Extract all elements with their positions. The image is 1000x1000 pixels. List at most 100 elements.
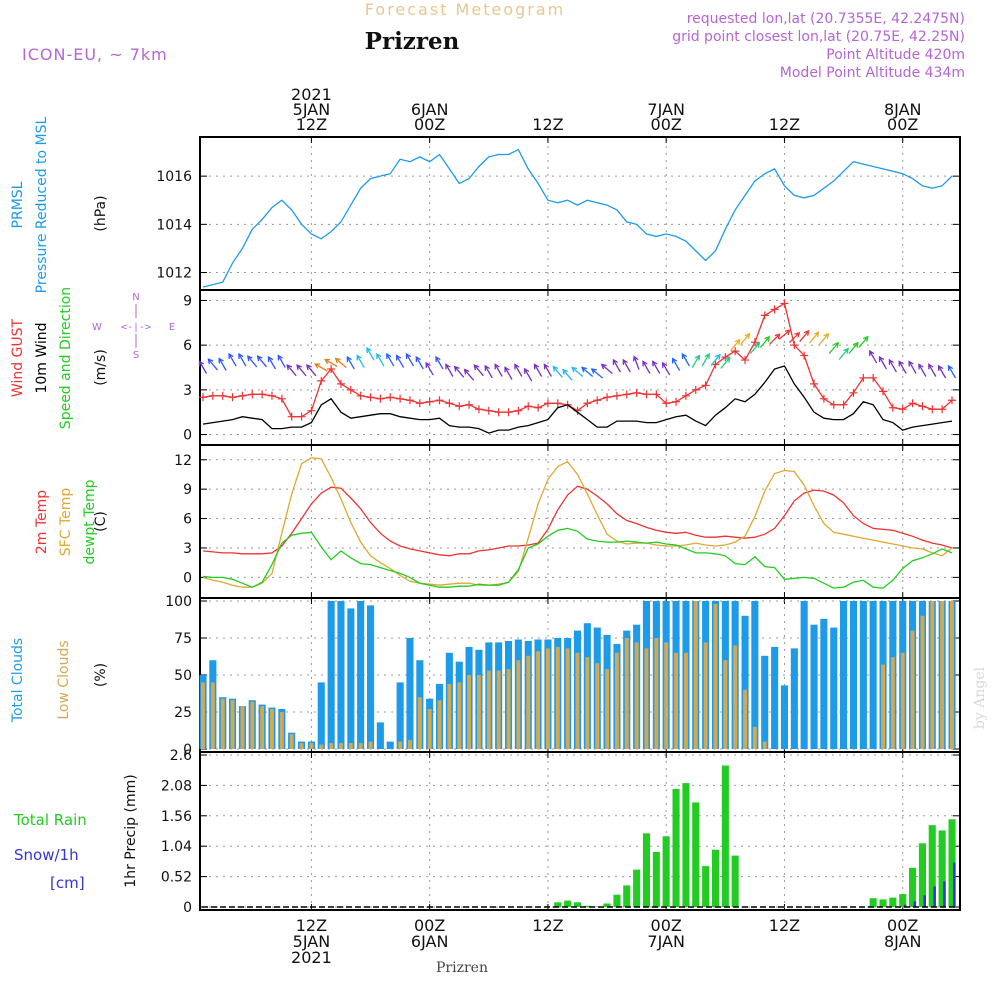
bar-low-clouds [546, 648, 550, 749]
bar-total-rain [692, 802, 700, 907]
bar-low-clouds [723, 660, 728, 749]
bar-low-clouds [329, 743, 334, 749]
panel-side-label: Speed and Direction [58, 287, 74, 429]
bar-total-rain [879, 899, 887, 907]
wind-arrow [376, 352, 385, 367]
bar-total-clouds [347, 608, 355, 749]
bar-total-clouds [357, 601, 365, 749]
wind-arrow [207, 358, 218, 371]
y-axis-label: (m/s) [93, 349, 109, 386]
gust-marker [819, 394, 828, 403]
wind-arrow [580, 366, 594, 377]
panel-pressure: 1012 1014 1016 (hPa) PRMSL Pressure Reduced t… [10, 116, 961, 293]
gust-marker [258, 390, 267, 399]
wind-arrow [662, 361, 671, 376]
gust-marker [612, 391, 621, 400]
bar-total-clouds [327, 601, 335, 749]
gust-marker [228, 393, 237, 402]
gust-marker [701, 381, 710, 390]
bar-total-rain [574, 902, 582, 907]
gust-marker [760, 311, 769, 320]
bar-total-rain [938, 830, 946, 907]
bar-low-clouds [585, 657, 590, 749]
bar-low-clouds [250, 701, 255, 749]
bar-total-rain [869, 898, 877, 907]
bar-low-clouds [260, 706, 265, 749]
wind-arrow [267, 355, 277, 370]
wind-arrow [395, 354, 405, 368]
bar-total-clouds [780, 685, 788, 749]
bar-low-clouds [358, 743, 363, 749]
gust-marker [849, 388, 858, 397]
bottom-time-label: 8JAN [884, 932, 922, 951]
gust-marker [938, 405, 947, 414]
gust-marker [405, 396, 414, 405]
wind-arrow [356, 354, 365, 368]
bar-total-rain [564, 900, 572, 907]
gust-marker [514, 406, 523, 415]
top-time-label: 7JAN [647, 100, 685, 119]
wind-arrow [769, 333, 781, 345]
bottom-time-label: 5JAN [293, 932, 331, 951]
bar-total-clouds [367, 605, 375, 749]
panel-frame [199, 136, 961, 291]
gust-marker [465, 400, 474, 409]
bar-low-clouds [526, 655, 531, 749]
wind-arrow [504, 366, 513, 380]
panel-side-label: Total Clouds [10, 638, 26, 723]
gust-marker [218, 391, 227, 400]
bar-low-clouds [595, 663, 600, 749]
gust-marker [672, 397, 681, 406]
wind-arrow [778, 329, 791, 340]
y-tick-label: 0 [183, 570, 192, 586]
gust-marker [208, 391, 217, 400]
series-line-sfc-temp [202, 457, 953, 588]
bar-total-clouds [406, 638, 414, 749]
bar-total-clouds [849, 601, 857, 749]
wind-arrow [494, 363, 503, 377]
bar-snow [923, 895, 926, 907]
bar-low-clouds [920, 615, 925, 749]
gust-marker [356, 391, 365, 400]
bar-total-clouds [386, 741, 394, 749]
y-tick-label: 2.08 [161, 778, 192, 794]
panel-temperature: 0 3 6 9 12 (C) 2m Temp SFC Temp dewpt Temp [34, 444, 961, 599]
wind-arrow [218, 357, 227, 371]
bar-low-clouds [713, 604, 718, 749]
gust-marker [642, 390, 651, 399]
panel-frame [199, 751, 961, 911]
gust-marker [593, 396, 602, 405]
bar-total-rain [603, 903, 611, 907]
y-tick-label: 6 [183, 338, 192, 354]
y-tick-label: 1012 [156, 266, 192, 282]
bar-low-clouds [437, 700, 442, 749]
bar-low-clouds [575, 652, 580, 749]
gust-marker [662, 399, 671, 408]
bar-low-clouds [684, 652, 688, 749]
gust-marker [248, 390, 257, 399]
wind-arrow [848, 341, 859, 354]
top-time-label: 12Z [532, 115, 563, 134]
wind-arrow [720, 356, 731, 369]
bar-total-clouds [376, 722, 384, 749]
gust-marker [711, 360, 720, 369]
wind-arrow [898, 360, 907, 374]
wind-arrow [710, 353, 721, 366]
gust-marker [336, 379, 345, 388]
gust-marker [859, 373, 868, 382]
y-tick-label: 0 [183, 900, 192, 916]
bar-low-clouds [496, 670, 501, 749]
bar-low-clouds [752, 726, 757, 749]
panel-side-label: SFC Temp [58, 488, 74, 557]
bar-low-clouds [664, 642, 669, 749]
bar-snow [943, 881, 946, 907]
gust-marker [810, 379, 819, 388]
bar-low-clouds [890, 657, 895, 749]
wind-arrow [435, 355, 444, 370]
bar-total-clouds [741, 615, 749, 749]
wind-arrow [622, 358, 631, 373]
bar-total-clouds [317, 682, 325, 749]
model-label: ICON-EU, ~ 7km [22, 45, 168, 64]
bar-total-clouds [810, 624, 818, 749]
bar-low-clouds [447, 683, 452, 749]
